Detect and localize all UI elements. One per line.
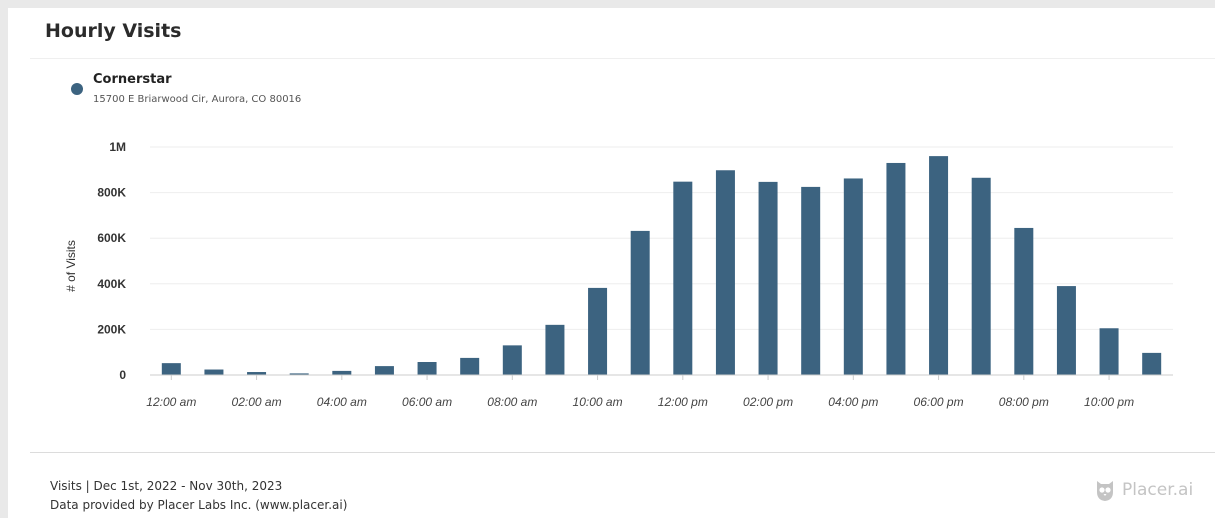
y-axis-label: # of Visits <box>64 240 78 292</box>
y-axis-ticks: 0 200K 400K 600K 800K 1M <box>97 140 126 382</box>
bar-17 <box>886 162 906 375</box>
footer-date-range: Visits | Dec 1st, 2022 - Nov 30th, 2023 <box>50 479 283 493</box>
bar-1 <box>204 369 224 375</box>
bar-15 <box>801 186 821 375</box>
chart-gridlines <box>150 146 1173 330</box>
x-tick-label: 02:00 am <box>232 395 282 409</box>
bar-10 <box>588 287 608 375</box>
legend-venue-name: Cornerstar <box>93 72 172 87</box>
bar-21 <box>1056 286 1076 375</box>
bar-12 <box>673 181 693 375</box>
bar-11 <box>630 230 650 375</box>
x-tick-label: 06:00 am <box>402 395 452 409</box>
bar-19 <box>971 177 991 375</box>
footer-divider <box>30 452 1215 453</box>
bar-16 <box>843 178 863 375</box>
x-tick-label: 06:00 pm <box>914 395 964 409</box>
y-tick-label: 600K <box>97 231 126 245</box>
placer-owl-icon <box>1097 481 1113 501</box>
x-axis-ticks: 12:00 am 02:00 am 04:00 am 06:00 am 08:00 am… <box>146 375 1134 409</box>
hourly-visits-chart: 0 200K 400K 600K 800K 1M # of Visits 12:00 am… <box>64 140 1173 409</box>
placer-brand: Placer.ai <box>1094 478 1193 502</box>
bar-8 <box>502 345 522 375</box>
y-tick-label: 0 <box>119 368 126 382</box>
y-tick-label: 200K <box>97 322 126 336</box>
y-tick-label: 1M <box>109 140 126 154</box>
bar-0 <box>161 363 181 375</box>
chart-bars <box>161 156 1162 375</box>
bar-23 <box>1142 352 1162 375</box>
bar-9 <box>545 324 565 375</box>
bar-6 <box>417 362 437 375</box>
legend-dot <box>71 83 83 95</box>
x-tick-label: 10:00 pm <box>1084 395 1134 409</box>
bar-13 <box>715 170 735 375</box>
hourly-visits-card: Hourly Visits Cornerstar 15700 E Briarwo… <box>8 8 1215 518</box>
bar-22 <box>1099 328 1119 375</box>
x-tick-label: 04:00 pm <box>828 395 878 409</box>
bar-5 <box>374 366 394 375</box>
y-tick-label: 800K <box>97 186 126 200</box>
bar-7 <box>460 357 480 375</box>
title-divider <box>30 58 1215 59</box>
x-tick-label: 12:00 pm <box>658 395 708 409</box>
x-tick-label: 10:00 am <box>573 395 623 409</box>
bar-4 <box>332 370 352 375</box>
x-tick-label: 04:00 am <box>317 395 367 409</box>
x-tick-label: 12:00 am <box>146 395 196 409</box>
bar-3 <box>289 373 309 375</box>
x-tick-label: 08:00 pm <box>999 395 1049 409</box>
bar-2 <box>247 372 267 375</box>
legend-venue-address: 15700 E Briarwood Cir, Aurora, CO 80016 <box>93 94 302 105</box>
x-tick-label: 08:00 am <box>487 395 537 409</box>
bar-14 <box>758 181 778 375</box>
bar-18 <box>929 156 949 375</box>
card-title: Hourly Visits <box>45 20 182 42</box>
footer-data-source: Data provided by Placer Labs Inc. (www.p… <box>50 498 348 512</box>
bar-20 <box>1014 227 1034 375</box>
y-tick-label: 400K <box>97 277 126 291</box>
brand-name: Placer.ai <box>1122 480 1194 500</box>
x-tick-label: 02:00 pm <box>743 395 793 409</box>
